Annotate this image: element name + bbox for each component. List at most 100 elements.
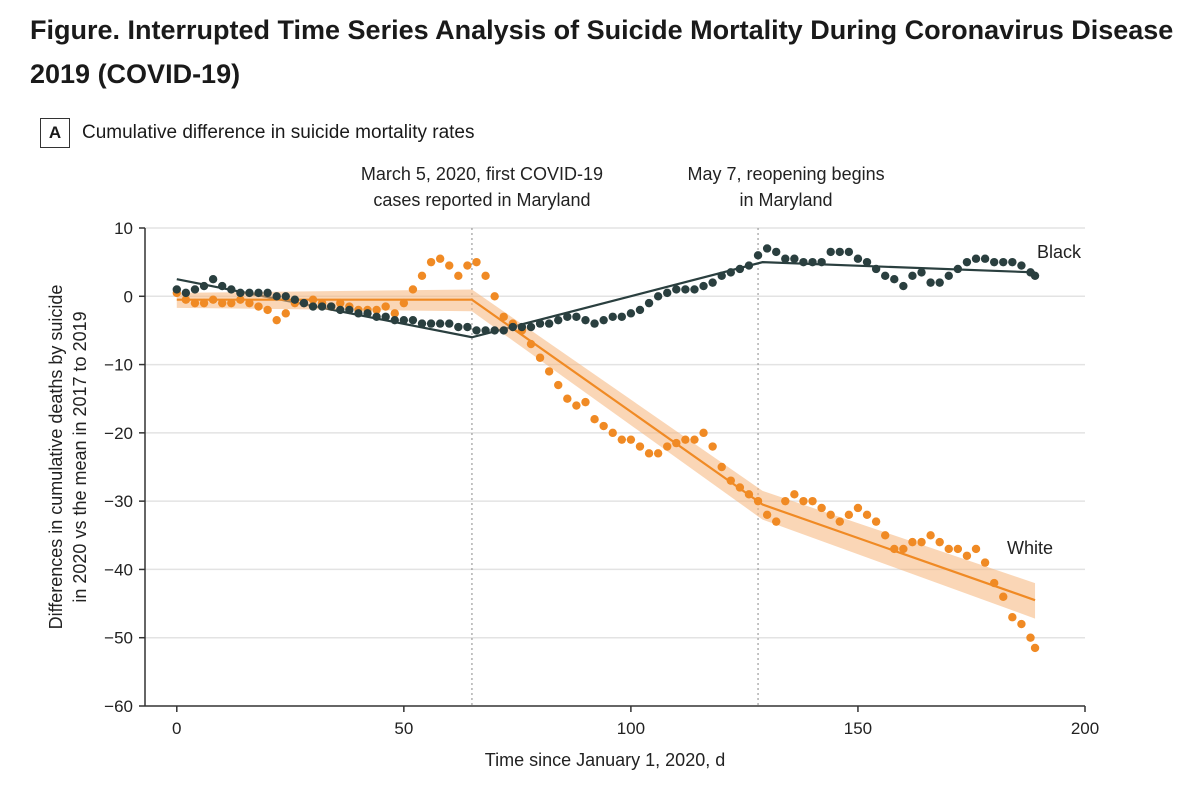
white-data-point (463, 261, 472, 270)
black-data-point (254, 288, 263, 298)
black-data-point (1017, 261, 1026, 270)
white-data-point (971, 544, 981, 554)
white-data-point (708, 442, 717, 451)
white-data-point (445, 261, 454, 270)
black-data-point (227, 285, 236, 294)
black-data-point (663, 288, 672, 298)
black-data-point (490, 326, 499, 335)
white-data-point (554, 380, 563, 390)
white-data-point (862, 510, 872, 519)
white-data-point (535, 353, 545, 362)
black-data-point (926, 278, 935, 287)
black-data-point (781, 254, 790, 263)
white-data-point (490, 292, 499, 301)
black-data-point (917, 268, 926, 277)
panel-letter: A (40, 118, 70, 148)
black-data-point (1030, 271, 1040, 280)
white-data-point (935, 537, 944, 547)
black-data-point (572, 312, 581, 321)
black-data-point (481, 326, 490, 335)
y-axis-title-line: in 2020 vs the mean in 2017 to 2019 (70, 311, 90, 602)
white-data-point (199, 298, 209, 308)
white-data-point (871, 517, 881, 526)
white-data-point (962, 551, 972, 560)
black-data-point (190, 285, 200, 294)
black-data-point (844, 247, 854, 257)
black-data-point (817, 257, 826, 267)
x-tick-label: 200 (1071, 719, 1099, 738)
y-tick-label: −30 (104, 492, 133, 511)
white-data-point (581, 397, 590, 407)
black-data-point (980, 254, 990, 263)
white-data-point (217, 298, 227, 308)
white-data-point (190, 298, 200, 308)
black-data-point (944, 271, 953, 280)
black-data-point (372, 312, 381, 321)
black-data-point (554, 315, 563, 325)
black-data-point (290, 295, 300, 304)
white-data-point (281, 309, 290, 318)
black-data-point (744, 261, 754, 270)
white-data-point (1026, 633, 1035, 642)
black-data-point (762, 244, 772, 253)
white-data-point (435, 254, 445, 263)
white-fit-line (176, 298, 1036, 602)
white-data-point (399, 298, 409, 308)
white-data-point (408, 285, 418, 294)
black-data-point (644, 298, 654, 308)
black-data-point (399, 315, 409, 325)
white-data-point (826, 510, 835, 519)
x-tick-label: 50 (394, 719, 413, 738)
x-tick-label: 100 (617, 719, 645, 738)
black-data-point (435, 319, 445, 328)
black-data-point (1008, 257, 1017, 267)
white-data-point (454, 271, 463, 280)
white-data-point (635, 442, 645, 451)
black-data-point (999, 257, 1008, 267)
y-tick-label: −10 (104, 356, 133, 375)
black-data-point (217, 281, 227, 291)
black-data-point (899, 281, 908, 291)
black-data-point (563, 312, 572, 321)
black-data-point (390, 315, 399, 325)
black-data-point (871, 264, 881, 274)
black-data-point (544, 319, 554, 328)
black-data-point (308, 302, 318, 311)
white-data-point (644, 449, 654, 458)
white-data-point (917, 537, 926, 547)
white-data-point (926, 531, 935, 540)
white-data-point (717, 462, 726, 472)
series-label-white: White (1007, 538, 1053, 558)
y-axis-title-line: Differences in cumulative deaths by suic… (46, 285, 66, 630)
white-data-point (227, 298, 236, 308)
black-data-point (835, 247, 844, 257)
event-annotation-line: May 7, reopening begins (687, 164, 884, 184)
white-data-point (999, 592, 1008, 601)
event-annotation-line: cases reported in Maryland (373, 190, 590, 210)
event-annotation-line: March 5, 2020, first COVID-19 (361, 164, 603, 184)
black-data-point (199, 281, 209, 291)
white-data-point (245, 298, 254, 308)
black-data-point (508, 322, 518, 332)
black-data-point (590, 319, 599, 328)
black-data-point (326, 302, 336, 311)
black-data-point (672, 285, 681, 294)
white-data-point (1017, 619, 1026, 629)
fit-layer (176, 261, 1036, 619)
y-tick-label: 0 (124, 287, 133, 306)
white-data-point (880, 531, 890, 540)
x-tick-label: 0 (172, 719, 181, 738)
black-data-point (445, 319, 454, 328)
black-data-point (753, 251, 763, 260)
black-data-point (808, 257, 817, 267)
black-data-point (408, 315, 418, 325)
black-data-point (735, 264, 745, 274)
series-label-black: Black (1037, 242, 1082, 262)
black-data-point (962, 257, 972, 267)
black-data-point (172, 285, 181, 294)
white-data-point (1030, 643, 1040, 653)
white-data-point (590, 415, 599, 424)
black-data-point (908, 271, 917, 280)
white-data-point (808, 496, 817, 506)
